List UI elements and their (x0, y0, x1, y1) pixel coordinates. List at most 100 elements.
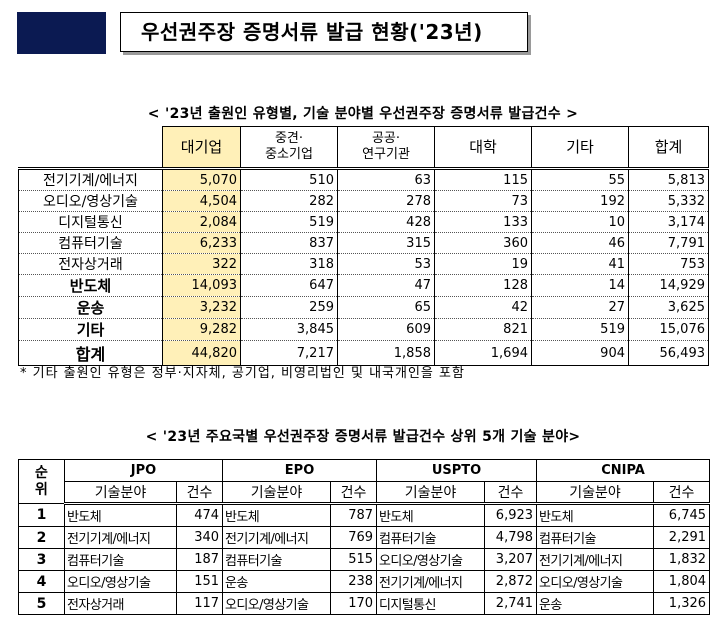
field-cell: 반도체 (64, 503, 177, 527)
table-row: 기타 9,282 3,845 609 821 519 15,076 (18, 318, 709, 341)
value-cell: 46 (531, 232, 629, 254)
value-cell: 14,093 (162, 274, 241, 297)
value-cell: 753 (628, 253, 709, 275)
field-cell: 오디오/영상기술 (222, 592, 332, 615)
page-title: 우선권주장 증명서류 발급 현황('23년) (120, 12, 528, 52)
field-cell: 컴퓨터기술 (536, 526, 655, 549)
field-cell: 반도체 (376, 503, 486, 527)
corner-cell (18, 126, 163, 170)
value-cell: 519 (531, 318, 629, 341)
field-cell: 반도체 (222, 503, 332, 527)
table-row: 1 반도체 474 반도체 787 반도체 6,923 반도체 6,745 (18, 503, 711, 527)
table-row: 전기기계/에너지 5,070 510 63 115 55 5,813 (18, 168, 709, 191)
rank-cell: 5 (18, 592, 65, 615)
field-cell: 오디오/영상기술 (376, 548, 486, 571)
field-cell: 컴퓨터기술 (64, 548, 177, 571)
row-label: 디지털통신 (18, 211, 163, 233)
value-cell: 73 (434, 190, 532, 212)
count-cell: 6,923 (484, 503, 538, 527)
value-cell: 360 (434, 232, 532, 254)
count-header: 건수 (653, 481, 711, 505)
value-cell: 56,493 (628, 340, 709, 366)
header-decor-block (17, 12, 106, 54)
value-cell: 282 (240, 190, 338, 212)
count-cell: 170 (330, 592, 378, 615)
field-cell: 전기기계/에너지 (376, 570, 486, 593)
office-header: USPTO (376, 459, 538, 482)
count-cell: 117 (175, 592, 224, 615)
row-label: 오디오/영상기술 (18, 190, 163, 212)
value-cell: 128 (434, 274, 532, 297)
value-cell: 315 (337, 232, 435, 254)
field-cell: 전기기계/에너지 (64, 526, 177, 549)
value-cell: 4,504 (162, 190, 241, 212)
field-header: 기술분야 (376, 481, 486, 505)
value-cell: 41 (531, 253, 629, 275)
office-header: EPO (222, 459, 378, 482)
count-header: 건수 (330, 481, 378, 505)
table-row: 2 전기기계/에너지 340 전기기계/에너지 769 컴퓨터기술 4,798 컴퓨터기술 2,… (18, 526, 711, 549)
value-cell: 10 (531, 211, 629, 233)
table-row: 운송 3,232 259 65 42 27 3,625 (18, 296, 709, 319)
count-cell: 238 (330, 570, 378, 593)
column-header: 공공· 연구기관 (337, 126, 435, 170)
field-cell: 운송 (222, 570, 332, 593)
count-cell: 769 (330, 526, 378, 549)
column-header: 합계 (628, 126, 709, 170)
value-cell: 821 (434, 318, 532, 341)
count-cell: 2,741 (484, 592, 538, 615)
value-cell: 322 (162, 253, 241, 275)
table-row: 오디오/영상기술 4,504 282 278 73 192 5,332 (18, 190, 709, 212)
section2-title: < '23년 주요국별 우선권주장 증명서류 발급건수 상위 5개 기술 분야> (145, 429, 581, 445)
column-header: 중견· 중소기업 (240, 126, 338, 170)
value-cell: 2,084 (162, 211, 241, 233)
row-label: 컴퓨터기술 (18, 232, 163, 254)
value-cell: 19 (434, 253, 532, 275)
rank-cell: 3 (18, 548, 65, 571)
row-label: 전기기계/에너지 (18, 168, 163, 191)
count-cell: 4,798 (484, 526, 538, 549)
count-cell: 340 (175, 526, 224, 549)
table-row: 합계 44,820 7,217 1,858 1,694 904 56,493 (18, 340, 709, 366)
office-header: CNIPA (536, 459, 711, 482)
value-cell: 609 (337, 318, 435, 341)
value-cell: 647 (240, 274, 338, 297)
field-cell: 반도체 (536, 503, 655, 527)
field-header: 기술분야 (222, 481, 332, 505)
table-row: 전자상거래 322 318 53 19 41 753 (18, 253, 709, 275)
value-cell: 3,845 (240, 318, 338, 341)
count-cell: 2,872 (484, 570, 538, 593)
value-cell: 428 (337, 211, 435, 233)
field-cell: 컴퓨터기술 (376, 526, 486, 549)
value-cell: 14 (531, 274, 629, 297)
value-cell: 519 (240, 211, 338, 233)
field-cell: 오디오/영상기술 (64, 570, 177, 593)
value-cell: 3,232 (162, 296, 241, 319)
column-header: 대기업 (162, 126, 241, 170)
value-cell: 5,332 (628, 190, 709, 212)
sub-header-row: 기술분야 건수 기술분야 건수 기술분야 건수 기술분야 건수 (19, 481, 711, 505)
count-cell: 515 (330, 548, 378, 571)
column-header: 기타 (531, 126, 629, 170)
office-header: JPO (63, 459, 224, 482)
value-cell: 5,070 (162, 168, 241, 191)
value-cell: 42 (434, 296, 532, 319)
table-row: 반도체 14,093 647 47 128 14 14,929 (18, 274, 709, 297)
count-cell: 6,745 (653, 503, 711, 527)
rank-cell: 1 (18, 503, 65, 527)
value-cell: 510 (240, 168, 338, 191)
value-cell: 3,625 (628, 296, 709, 319)
field-header: 기술분야 (64, 481, 177, 505)
count-cell: 1,326 (653, 592, 711, 615)
value-cell: 259 (240, 296, 338, 319)
field-cell: 운송 (536, 592, 655, 615)
count-cell: 151 (175, 570, 224, 593)
value-cell: 904 (531, 340, 629, 366)
row-label: 기타 (18, 318, 163, 341)
footnote: * 기타 출원인 유형은 정부·지자체, 공기업, 비영리법인 및 내국개인을 … (20, 366, 465, 381)
field-cell: 전기기계/에너지 (536, 548, 655, 571)
table-row: 3 컴퓨터기술 187 컴퓨터기술 515 오디오/영상기술 3,207 전기기계/에너지 1,… (18, 548, 711, 571)
value-cell: 9,282 (162, 318, 241, 341)
